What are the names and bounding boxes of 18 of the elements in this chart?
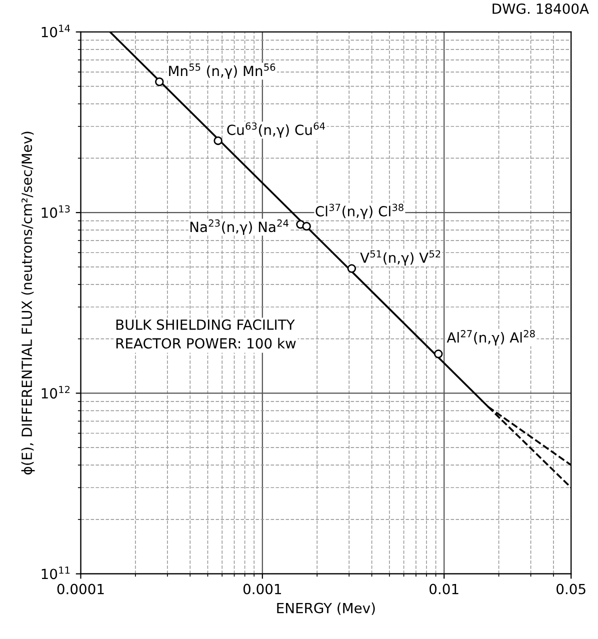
text: DWG. 18400A: [492, 3, 589, 14]
x-axis-title: ENERGY (Mev): [277, 602, 375, 615]
x-tick-label: 0.05: [556, 584, 586, 594]
annotation: Na$^{23}$(n,γ) Na$^{24}$: [190, 219, 288, 235]
y-axis-title: ϕ(E), DIFFERENTIAL FLUX (neutrons/cm²/sec/Mev): [21, 132, 35, 474]
annotation: BULK SHIELDING FACILITY REACTOR POWER: 100 kw: [116, 319, 296, 349]
annotation: Cu$^{63}$(n,γ) Cu$^{64}$: [227, 122, 325, 138]
y-tick-label: 10$^{11}$: [42, 566, 70, 580]
y-tick-label: 10$^{14}$: [42, 24, 70, 38]
annotation: V$^{51}$(n,γ) V$^{52}$: [360, 250, 440, 266]
annotation: Cl$^{37}$(n,γ) Cl$^{38}$: [316, 204, 404, 220]
y-tick-label: 10$^{13}$: [42, 205, 70, 218]
y-tick-label: 10$^{12}$: [42, 386, 70, 399]
x-tick-label: 0.01: [430, 584, 458, 594]
x-tick-label: 0.0001: [57, 584, 104, 594]
x-tick-label: 0.001: [243, 584, 282, 594]
annotation: Mn$^{55}$ (n,γ) Mn$^{56}$: [169, 63, 276, 79]
annotation: Al$^{27}$(n,γ) Al$^{28}$: [446, 330, 535, 346]
